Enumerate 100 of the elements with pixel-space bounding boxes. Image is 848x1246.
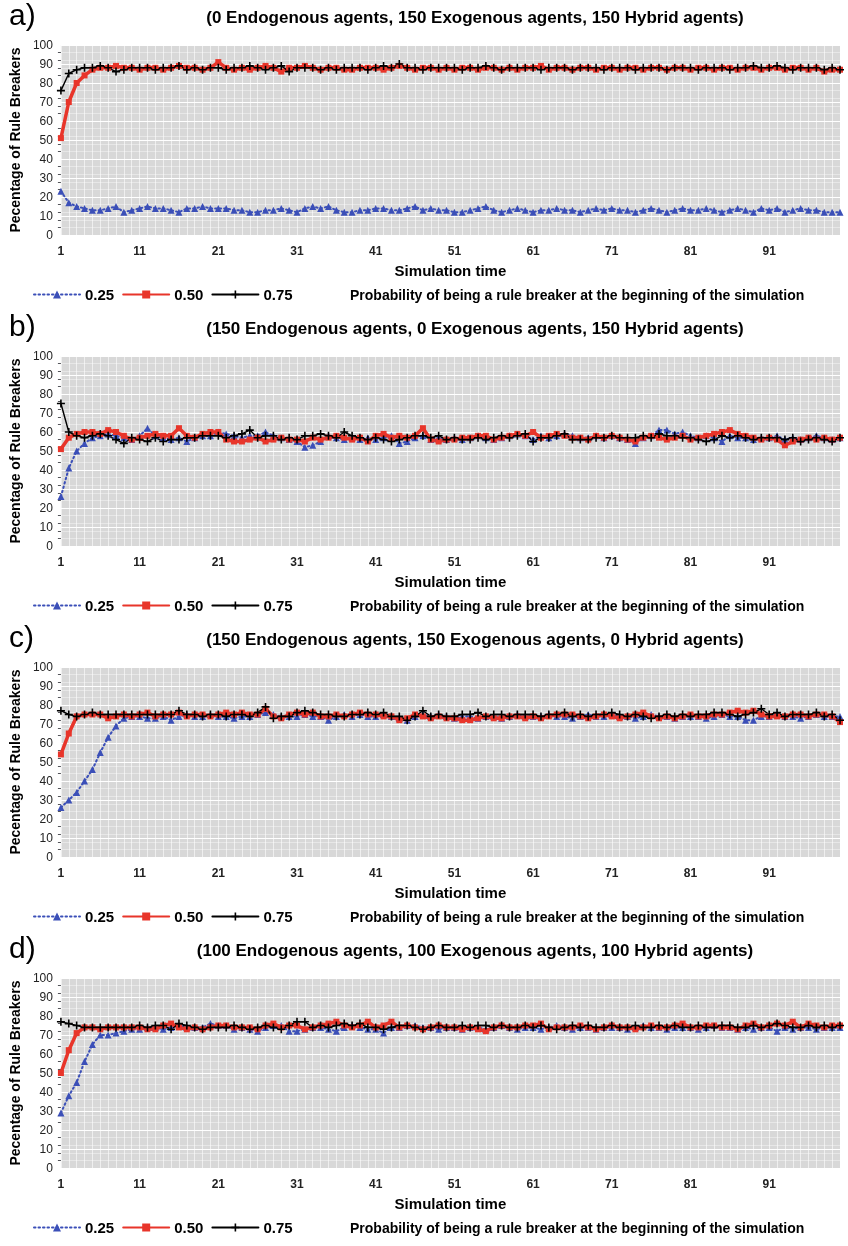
y-tick-label: 10 (39, 1142, 54, 1156)
x-axis-title: Simulation time (394, 573, 507, 590)
x-axis-title: Simulation time (394, 884, 507, 901)
y-tick-label: 30 (39, 1104, 54, 1118)
x-tick-label: 11 (133, 866, 147, 880)
x-tick-label: 91 (762, 244, 777, 258)
x-tick-label: 31 (290, 1177, 304, 1191)
y-tick-label: 60 (39, 114, 54, 128)
x-tick-label: 11 (133, 1177, 147, 1191)
legend-label: 0.50 (174, 908, 204, 925)
y-tick-label: 50 (39, 133, 54, 147)
legend-title: Probability of being a rule breaker at the beginning of the simulation (350, 598, 805, 614)
x-tick-label: 1 (57, 1177, 65, 1191)
x-tick-label: 21 (211, 866, 226, 880)
legend-label: 0.25 (85, 908, 115, 925)
y-tick-label: 40 (39, 1085, 54, 1099)
x-tick-label: 51 (447, 555, 462, 569)
x-tick-label: 71 (605, 866, 619, 880)
y-tick-label: 40 (39, 152, 54, 166)
y-tick-label: 40 (39, 463, 54, 477)
y-tick-label: 20 (39, 1123, 54, 1137)
y-tick-label: 100 (32, 38, 54, 52)
x-tick-label: 41 (369, 244, 383, 258)
y-tick-label: 0 (46, 1161, 54, 1175)
legend-label: 0.50 (174, 597, 204, 614)
text: b) (9, 308, 36, 342)
x-tick-label: 51 (447, 1177, 462, 1191)
text: a) (9, 0, 36, 31)
y-axis-title: Pecentage of Rule Breakers (7, 980, 23, 1166)
x-tick-label: 81 (683, 1177, 698, 1191)
y-tick-label: 20 (39, 812, 54, 826)
legend-title: Probability of being a rule breaker at the beginning of the simulation (350, 909, 805, 925)
x-tick-label: 81 (683, 244, 698, 258)
y-tick-label: 90 (39, 679, 54, 693)
x-tick-label: 91 (762, 866, 777, 880)
y-tick-label: 100 (32, 660, 54, 674)
chart-title: (100 Endogenous agents, 100 Exogenous agents, 100 Hybrid agents) (196, 941, 754, 960)
x-tick-label: 1 (57, 866, 65, 880)
x-tick-label: 31 (290, 244, 304, 258)
y-tick-label: 0 (46, 539, 54, 553)
x-tick-label: 51 (447, 866, 462, 880)
x-tick-label: 91 (762, 1177, 777, 1191)
x-tick-label: 1 (57, 244, 65, 258)
y-tick-label: 10 (39, 520, 54, 534)
y-tick-label: 20 (39, 501, 54, 515)
x-tick-label: 71 (605, 1177, 619, 1191)
x-tick-label: 31 (290, 866, 304, 880)
legend-label: 0.75 (263, 286, 293, 303)
y-tick-label: 70 (39, 95, 54, 109)
x-tick-label: 31 (290, 555, 304, 569)
x-tick-label: 61 (526, 555, 541, 569)
x-tick-label: 41 (369, 555, 383, 569)
y-axis-title: Pecentage of Rule Breakers (7, 47, 23, 233)
x-tick-label: 21 (211, 1177, 226, 1191)
x-tick-label: 61 (526, 866, 541, 880)
y-tick-label: 10 (39, 831, 54, 845)
y-tick-label: 80 (39, 698, 54, 712)
y-tick-label: 90 (39, 57, 54, 71)
y-tick-label: 90 (39, 368, 54, 382)
y-tick-label: 0 (46, 850, 54, 864)
x-tick-label: 81 (683, 555, 698, 569)
chart-title: (150 Endogenous agents, 150 Exogenous agents, 0 Hybrid agents) (206, 630, 744, 649)
y-tick-label: 70 (39, 406, 54, 420)
text: d) (9, 930, 36, 964)
legend-title: Probability of being a rule breaker at the beginning of the simulation (350, 287, 805, 303)
x-tick-label: 61 (526, 1177, 541, 1191)
y-tick-label: 80 (39, 76, 54, 90)
y-tick-label: 70 (39, 717, 54, 731)
y-tick-label: 30 (39, 171, 54, 185)
legend-label: 0.75 (263, 908, 293, 925)
x-tick-label: 91 (762, 555, 777, 569)
legend-label: 0.25 (85, 286, 115, 303)
legend-label: 0.75 (263, 597, 293, 614)
x-tick-label: 41 (369, 1177, 383, 1191)
y-axis-title: Pecentage of Rule Breakers (7, 669, 23, 855)
text: c) (9, 619, 34, 653)
legend-label: 0.25 (85, 1219, 115, 1236)
y-tick-label: 60 (39, 736, 54, 750)
y-tick-label: 10 (39, 209, 54, 223)
y-tick-label: 80 (39, 1009, 54, 1023)
x-tick-label: 81 (683, 866, 698, 880)
legend-title: Probability of being a rule breaker at the beginning of the simulation (350, 1220, 805, 1236)
y-axis-title: Pecentage of Rule Breakers (7, 358, 23, 544)
legend-label: 0.50 (174, 1219, 204, 1236)
y-tick-label: 70 (39, 1028, 54, 1042)
y-tick-label: 50 (39, 1066, 54, 1080)
y-tick-label: 30 (39, 482, 54, 496)
y-tick-label: 50 (39, 444, 54, 458)
y-tick-label: 100 (32, 971, 54, 985)
y-tick-label: 60 (39, 425, 54, 439)
x-tick-label: 1 (57, 555, 65, 569)
x-tick-label: 11 (133, 555, 147, 569)
x-tick-label: 41 (369, 866, 383, 880)
legend-label: 0.50 (174, 286, 204, 303)
x-axis-title: Simulation time (394, 262, 507, 279)
y-tick-label: 50 (39, 755, 54, 769)
chart-title: (150 Endogenous agents, 0 Exogenous agents, 150 Hybrid agents) (206, 319, 744, 338)
x-tick-label: 71 (605, 555, 619, 569)
x-tick-label: 61 (526, 244, 541, 258)
y-tick-label: 80 (39, 387, 54, 401)
